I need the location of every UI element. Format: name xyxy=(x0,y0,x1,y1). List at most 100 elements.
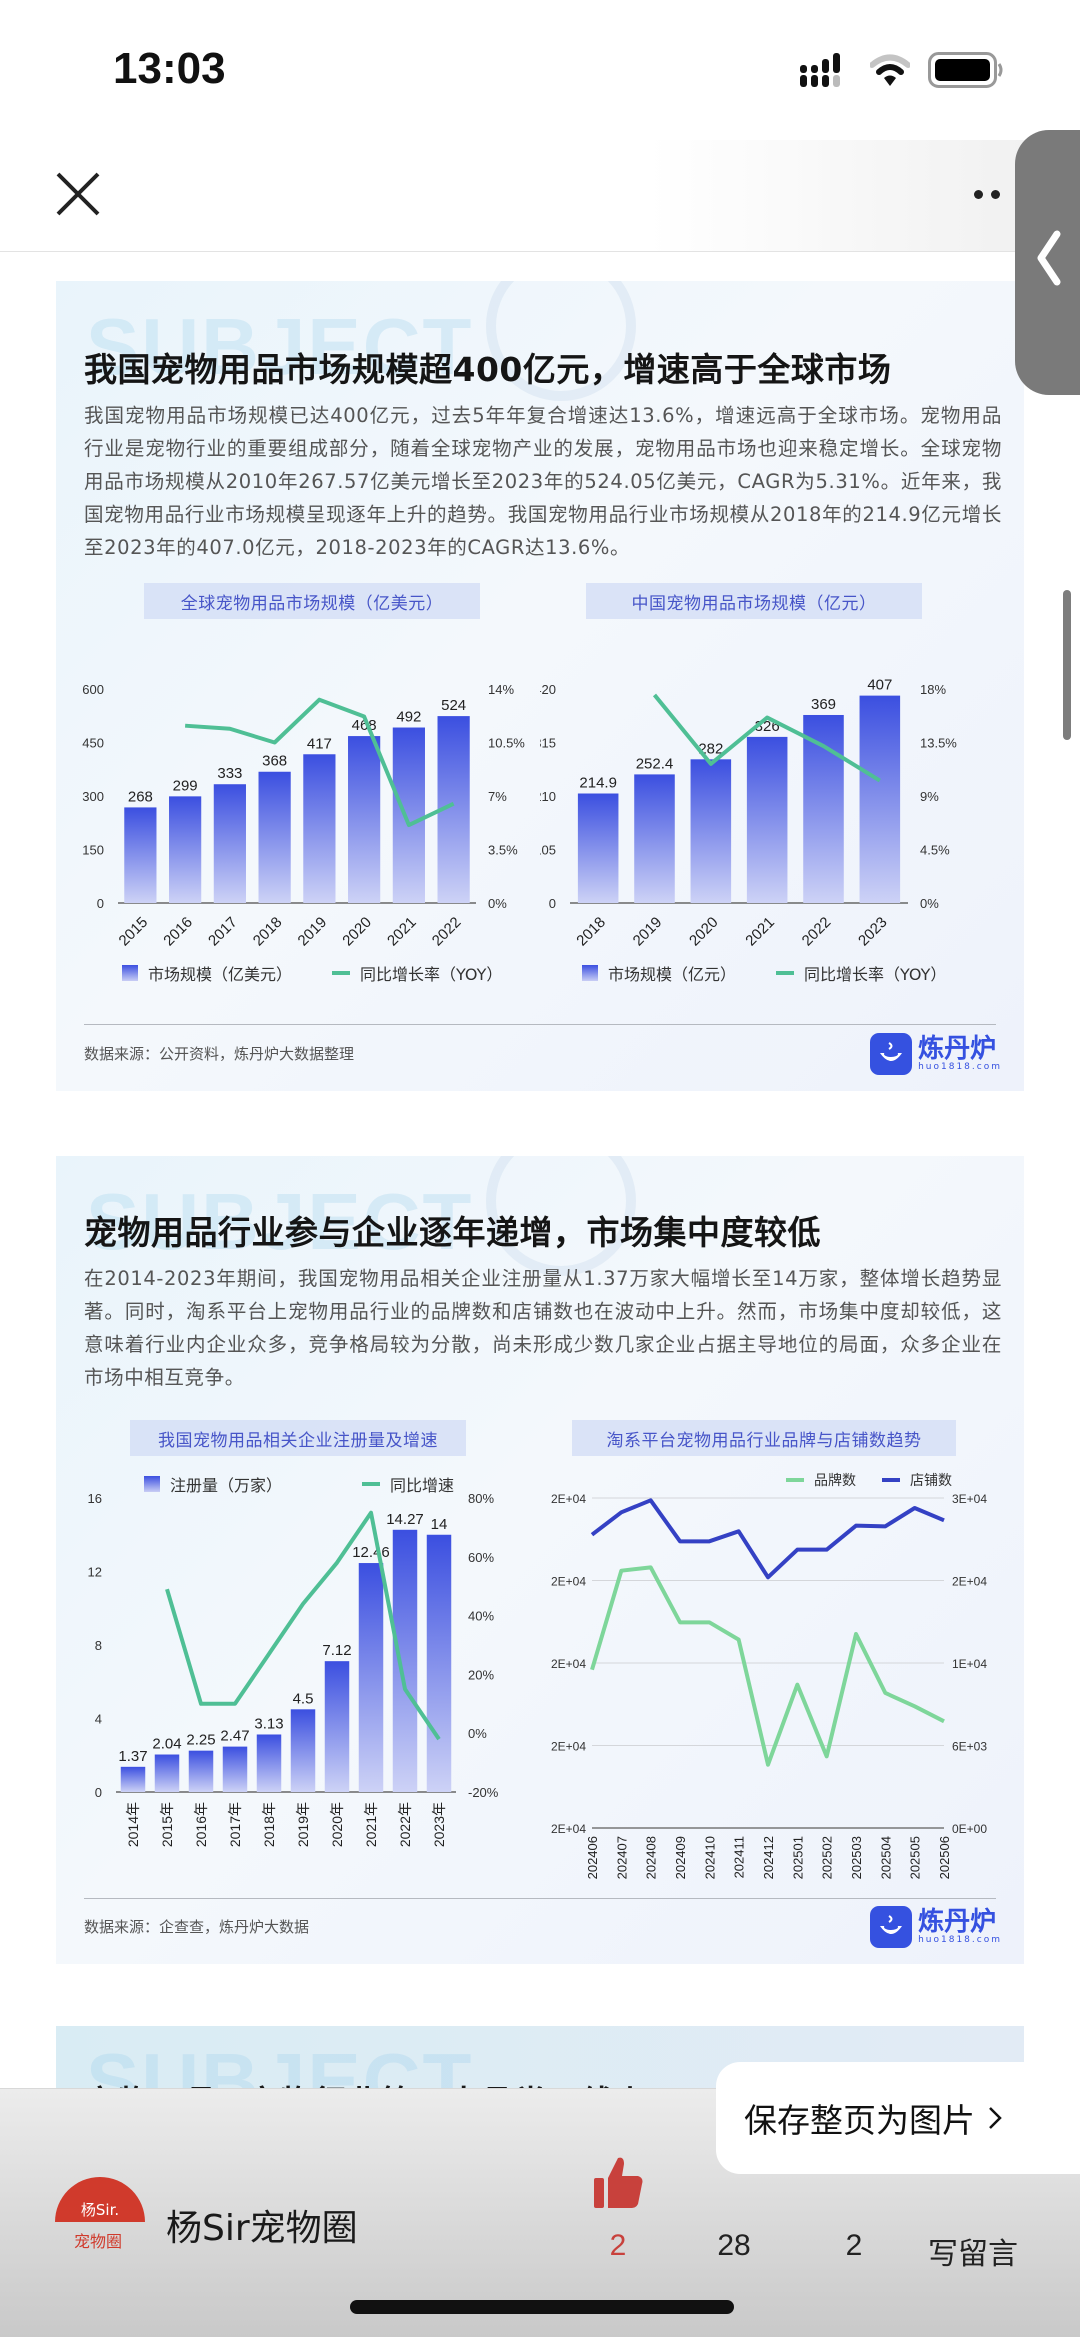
cellular-signal-icon xyxy=(800,53,840,87)
svg-text:1.37: 1.37 xyxy=(118,1748,147,1765)
card-title: 宠物用品×宠物行业第三大品类，线上 xyxy=(84,2076,648,2088)
svg-text:60%: 60% xyxy=(468,1550,494,1565)
status-icons xyxy=(800,52,1004,88)
report-card-2: SUBJECT 宠物用品行业参与企业逐年递增，市场集中度较低 在2014-202… xyxy=(56,1156,1024,1964)
svg-text:369: 369 xyxy=(811,696,836,713)
legend-label: 市场规模（亿美元） xyxy=(148,965,293,984)
svg-text:2016年: 2016年 xyxy=(193,1802,209,1847)
line-legend-swatch xyxy=(332,971,351,975)
svg-text:2E+04: 2E+04 xyxy=(551,1575,586,1589)
svg-text:0: 0 xyxy=(95,1785,102,1800)
svg-text:420: 420 xyxy=(540,682,556,697)
svg-text:0E+00: 0E+00 xyxy=(952,1822,987,1836)
logo-url: huo1818.com xyxy=(918,1935,1002,1945)
legend-label: 同比增速 xyxy=(390,1476,455,1495)
svg-text:2022: 2022 xyxy=(799,914,835,950)
svg-text:202502: 202502 xyxy=(820,1836,835,1879)
watermark-text: SUBJECT xyxy=(86,2037,474,2088)
svg-text:4.5: 4.5 xyxy=(293,1690,314,1707)
svg-text:4: 4 xyxy=(95,1712,102,1727)
svg-text:2021: 2021 xyxy=(742,914,778,950)
svg-text:2017年: 2017年 xyxy=(227,1802,243,1847)
logo-url: huo1818.com xyxy=(918,1062,1002,1072)
save-page-as-image-button[interactable]: 保存整页为图片 xyxy=(716,2062,1080,2174)
svg-text:7.12: 7.12 xyxy=(322,1642,351,1659)
brand-legend-swatch xyxy=(786,1478,804,1482)
side-panel-tab[interactable] xyxy=(1015,130,1080,395)
watermark-text: SUBJECT xyxy=(86,1177,474,1266)
store-legend-swatch xyxy=(882,1478,900,1482)
watermark-ring xyxy=(486,281,636,401)
legend-label: 店铺数 xyxy=(910,1473,952,1489)
svg-text:0: 0 xyxy=(97,896,104,911)
svg-text:202410: 202410 xyxy=(702,1836,717,1879)
svg-text:315: 315 xyxy=(540,736,556,751)
svg-text:299: 299 xyxy=(173,777,198,794)
like-button[interactable] xyxy=(588,2154,648,2218)
svg-text:0: 0 xyxy=(549,896,556,911)
svg-text:2018: 2018 xyxy=(573,914,609,950)
svg-text:524: 524 xyxy=(441,697,466,714)
thumbs-up-icon xyxy=(594,2157,643,2208)
enterprise-registration-chart: 我国宠物用品相关企业注册量及增速 注册量（万家） 同比增速 0 4 8 12 16 -20… xyxy=(56,1408,540,1888)
article-content[interactable]: SUBJECT 我国宠物用品市场规模超400亿元，增速高于全球市场 我国宠物用品… xyxy=(0,253,1080,2088)
chevron-left-icon xyxy=(1037,230,1061,286)
svg-text:600: 600 xyxy=(82,682,104,697)
svg-text:2018年: 2018年 xyxy=(261,1802,277,1847)
svg-text:2023年: 2023年 xyxy=(431,1802,447,1847)
more-options-button[interactable] xyxy=(974,184,1014,204)
card-body: 我国宠物用品市场规模已达400亿元，过去5年年复合增速达13.6%，增速远高于全… xyxy=(84,404,1002,559)
svg-text:12: 12 xyxy=(88,1565,102,1580)
scrollbar[interactable] xyxy=(1063,590,1071,740)
svg-text:333: 333 xyxy=(217,765,242,782)
line-legend-swatch xyxy=(776,971,795,975)
svg-text:20%: 20% xyxy=(468,1667,494,1682)
svg-text:2019: 2019 xyxy=(630,914,666,950)
avatar[interactable]: 杨Sir. 宠物圈 xyxy=(55,2177,145,2267)
svg-text:7%: 7% xyxy=(488,789,507,804)
global-market-chart: 全球宠物用品市场规模（亿美元） 0 150 300 450 600 0% 3.5% 7% 10.… xyxy=(56,571,540,991)
svg-text:0%: 0% xyxy=(488,896,507,911)
svg-text:2022: 2022 xyxy=(429,914,465,950)
svg-text:40%: 40% xyxy=(468,1609,494,1624)
svg-text:202411: 202411 xyxy=(732,1836,747,1878)
svg-text:202501: 202501 xyxy=(790,1836,805,1879)
svg-text:2.25: 2.25 xyxy=(186,1732,215,1749)
svg-text:6E+03: 6E+03 xyxy=(952,1740,987,1754)
divider xyxy=(84,1898,996,1899)
home-indicator xyxy=(350,2300,734,2314)
close-icon[interactable] xyxy=(50,166,106,222)
svg-text:214.9: 214.9 xyxy=(579,775,617,792)
chart-title: 中国宠物用品市场规模（亿元） xyxy=(586,583,922,619)
divider xyxy=(84,1024,996,1025)
china-market-chart: 中国宠物用品市场规模（亿元） 0 105 210 315 420 0% 4.5% 9% 13.5… xyxy=(540,571,1024,991)
svg-text:2019: 2019 xyxy=(295,914,331,950)
svg-text:2021年: 2021年 xyxy=(363,1802,379,1847)
svg-text:450: 450 xyxy=(82,736,104,751)
svg-text:2022年: 2022年 xyxy=(397,1802,413,1847)
report-card-1: SUBJECT 我国宠物用品市场规模超400亿元，增速高于全球市场 我国宠物用品… xyxy=(56,281,1024,1091)
svg-text:2016: 2016 xyxy=(160,914,196,950)
dual-line-chart: 2E+04 0E+00 2E+04 6E+03 2E+04 1E+04 2E+04 2E+04… xyxy=(551,1492,987,1879)
chart-legend: 品牌数 店铺数 xyxy=(786,1470,952,1490)
write-comment-button[interactable]: 写留言 xyxy=(928,2238,1018,2271)
svg-text:210: 210 xyxy=(540,789,556,804)
svg-text:2023: 2023 xyxy=(855,914,891,950)
share-count: 28 xyxy=(717,2229,751,2262)
svg-text:1E+04: 1E+04 xyxy=(952,1657,987,1671)
bar-line-chart: 0 150 300 450 600 0% 3.5% 7% 10.5% 14% 268 2015 299 2… xyxy=(82,682,525,950)
svg-text:2.47: 2.47 xyxy=(220,1728,249,1745)
svg-text:2018: 2018 xyxy=(250,914,286,950)
svg-text:2020: 2020 xyxy=(686,914,722,950)
svg-text:368: 368 xyxy=(262,753,287,770)
more-dot xyxy=(991,189,1000,199)
data-pot-icon xyxy=(870,1906,913,1948)
svg-text:0%: 0% xyxy=(468,1726,487,1741)
svg-text:12.46: 12.46 xyxy=(352,1544,390,1561)
author-name[interactable]: 杨Sir宠物圈 xyxy=(166,2208,358,2249)
svg-text:2020: 2020 xyxy=(339,914,375,950)
chevron-right-icon xyxy=(989,2107,1002,2129)
brand-store-trend-chart: 淘系平台宠物用品行业品牌与店铺数趋势 品牌数 店铺数 2E+04 0E+00 2E+… xyxy=(540,1408,1024,1888)
status-time: 13:03 xyxy=(113,44,226,93)
svg-text:202503: 202503 xyxy=(849,1836,864,1879)
